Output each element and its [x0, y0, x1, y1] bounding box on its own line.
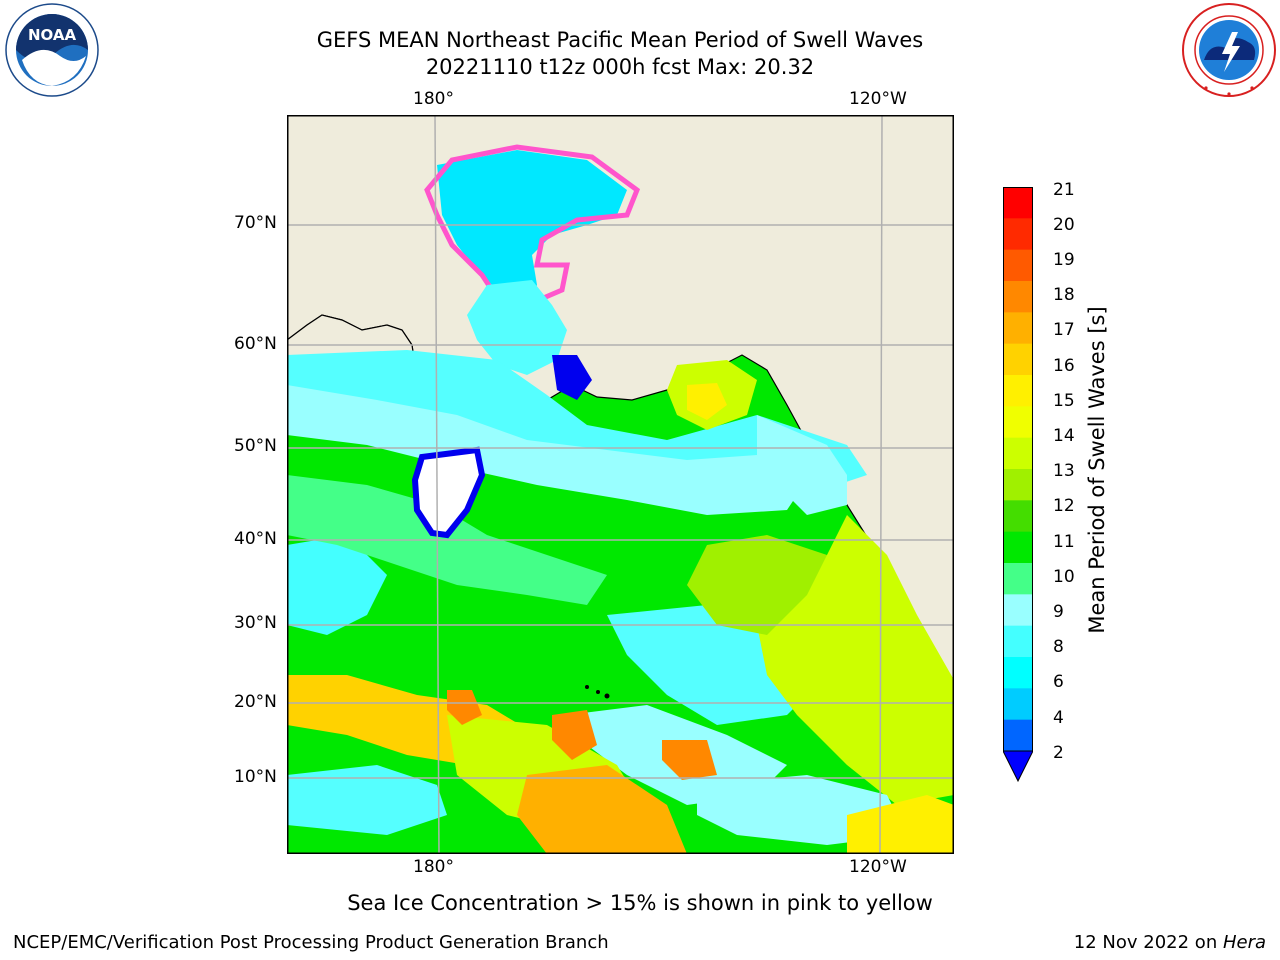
colorbar-segment	[1003, 249, 1033, 282]
colorbar-tick-19: 19	[1053, 250, 1075, 270]
lon-label-top-120w: 120°W	[849, 89, 907, 109]
colorbar-segment	[1003, 312, 1033, 345]
arctic-sea	[437, 150, 627, 315]
colorbar-segment	[1003, 469, 1033, 501]
colorbar-segment	[1003, 657, 1033, 689]
sea-ice-note: Sea Ice Concentration > 15% is shown in …	[347, 891, 933, 915]
lat-label-40n: 40°N	[234, 529, 277, 549]
colorbar-label: Mean Period of Swell Waves [s]	[1085, 306, 1109, 634]
footer-machine: Hera	[1222, 932, 1266, 953]
colorbar	[1002, 187, 1034, 783]
colorbar-segment	[1003, 563, 1033, 595]
field-green-east	[687, 535, 827, 635]
colorbar-tick-9: 9	[1053, 602, 1064, 622]
colorbar-segment	[1003, 375, 1033, 407]
lon-label-top-180: 180°	[413, 89, 454, 109]
colorbar-tick-18: 18	[1053, 285, 1075, 305]
footer-date-text: 12 Nov 2022 on	[1073, 932, 1223, 953]
field-cyan-west	[287, 535, 387, 635]
colorbar-extend-triangle	[1002, 750, 1034, 783]
graticule	[287, 115, 954, 854]
field-orange-patch1	[447, 690, 482, 725]
field-lightcyan-band	[287, 385, 807, 515]
map-svg	[287, 115, 954, 854]
colorbar-svg	[1002, 187, 1034, 783]
colorbar-tick-17: 17	[1053, 320, 1075, 340]
colorbar-tick-6: 6	[1053, 672, 1064, 692]
colorbar-segment	[1003, 437, 1033, 470]
hawaii-island-2	[596, 690, 600, 694]
colorbar-segment	[1003, 531, 1033, 564]
colorbar-tick-15: 15	[1053, 391, 1075, 411]
lat-label-30n: 30°N	[234, 613, 277, 633]
colorbar-segment	[1003, 500, 1033, 533]
colorbar-tick-21: 21	[1053, 180, 1075, 200]
lon-label-bottom-120w: 120°W	[849, 857, 907, 877]
field-orange-patch2	[552, 710, 597, 760]
field-cyan-southwest	[287, 765, 447, 835]
colorbar-segment	[1003, 594, 1033, 627]
lat-label-10n: 10°N	[234, 767, 277, 787]
colorbar-segment	[1003, 688, 1033, 721]
chart-title: GEFS MEAN Northeast Pacific Mean Period …	[316, 28, 924, 52]
field-cyan-coast	[757, 415, 847, 515]
colorbar-tick-4: 4	[1053, 708, 1064, 728]
colorbar-segment	[1003, 406, 1033, 439]
lat-label-70n: 70°N	[234, 213, 277, 233]
hawaii-island-3	[604, 693, 610, 699]
arctic-sea-ice-edge	[424, 144, 641, 308]
nodata-white	[411, 446, 486, 539]
bering-sea-ice	[552, 355, 592, 400]
colorbar-tick-8: 8	[1053, 637, 1064, 657]
colorbar-tick-14: 14	[1053, 426, 1075, 446]
noaa-text: NOAA	[28, 26, 77, 44]
footer-branch: NCEP/EMC/Verification Post Processing Pr…	[13, 932, 609, 953]
noaa-logo: NOAA	[2, 2, 102, 98]
field-yellow-alaska	[687, 383, 727, 420]
colorbar-border	[1003, 187, 1033, 752]
colorbar-tick-11: 11	[1053, 532, 1075, 552]
colorbar-tick-10: 10	[1053, 567, 1075, 587]
colorbar-segment	[1003, 187, 1033, 219]
colorbar-segment	[1003, 343, 1033, 376]
nws-logo	[1180, 2, 1278, 98]
colorbar-tick-12: 12	[1053, 496, 1075, 516]
field-orange-south	[517, 765, 687, 854]
lat-label-50n: 50°N	[234, 436, 277, 456]
field-orange-patch3	[662, 740, 717, 780]
lon-label-bottom-180: 180°	[413, 857, 454, 877]
colorbar-segment	[1003, 281, 1033, 313]
colorbar-segment	[1003, 625, 1033, 658]
lat-label-60n: 60°N	[234, 334, 277, 354]
colorbar-tick-2: 2	[1053, 743, 1064, 763]
map-panel	[287, 115, 954, 854]
colorbar-tick-20: 20	[1053, 215, 1075, 235]
lat-label-20n: 20°N	[234, 692, 277, 712]
hawaii-island-1	[585, 685, 589, 689]
colorbar-tick-13: 13	[1053, 461, 1075, 481]
bering-sea	[467, 280, 567, 375]
colorbar-segment	[1003, 218, 1033, 251]
chart-subtitle: 20221110 t12z 000h fcst Max: 20.32	[425, 55, 815, 79]
colorbar-segment	[1003, 719, 1033, 752]
colorbar-tick-16: 16	[1053, 356, 1075, 376]
footer-date: 12 Nov 2022 on Hera	[1074, 932, 1266, 953]
field-yellow-southeast	[847, 795, 954, 854]
